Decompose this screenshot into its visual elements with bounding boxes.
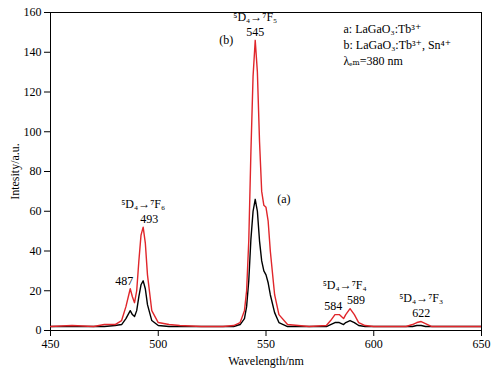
svg-text:160: 160: [24, 5, 42, 19]
svg-text:40: 40: [30, 244, 42, 258]
svg-text:500: 500: [149, 337, 167, 351]
svg-text:584: 584: [324, 299, 342, 313]
svg-text:0: 0: [36, 323, 42, 337]
svg-text:545: 545: [246, 25, 264, 39]
svg-text:a: LaGaO₃:Tb³⁺: a: LaGaO₃:Tb³⁺: [344, 22, 422, 36]
svg-text:⁵D₄→⁷F₃: ⁵D₄→⁷F₃: [399, 291, 443, 305]
svg-text:140: 140: [24, 45, 42, 59]
svg-text:100: 100: [24, 125, 42, 139]
svg-text:Wavelength/nm: Wavelength/nm: [228, 354, 304, 368]
svg-text:622: 622: [412, 306, 430, 320]
svg-text:b: LaGaO₃:Tb³⁺, Sn⁴⁺: b: LaGaO₃:Tb³⁺, Sn⁴⁺: [344, 38, 452, 52]
svg-text:⁵D₄→⁷F₄: ⁵D₄→⁷F₄: [323, 278, 367, 292]
svg-text:(b): (b): [219, 33, 233, 47]
svg-text:600: 600: [365, 337, 383, 351]
svg-text:20: 20: [30, 284, 42, 298]
svg-text:550: 550: [257, 337, 275, 351]
svg-text:487: 487: [115, 274, 133, 288]
svg-text:60: 60: [30, 204, 42, 218]
svg-text:120: 120: [24, 85, 42, 99]
svg-text:650: 650: [473, 337, 491, 351]
svg-text:450: 450: [42, 337, 60, 351]
svg-text:Intesity/a.u.: Intesity/a.u.: [8, 143, 22, 200]
svg-text:⁵D₄→⁷F₅: ⁵D₄→⁷F₅: [233, 10, 277, 24]
svg-text:λₑₘ=380 nm: λₑₘ=380 nm: [344, 54, 404, 68]
svg-text:(a): (a): [277, 192, 290, 206]
svg-text:589: 589: [347, 293, 365, 307]
svg-text:80: 80: [30, 164, 42, 178]
svg-text:⁵D₄→⁷F₆: ⁵D₄→⁷F₆: [121, 197, 165, 211]
svg-text:493: 493: [140, 212, 158, 226]
